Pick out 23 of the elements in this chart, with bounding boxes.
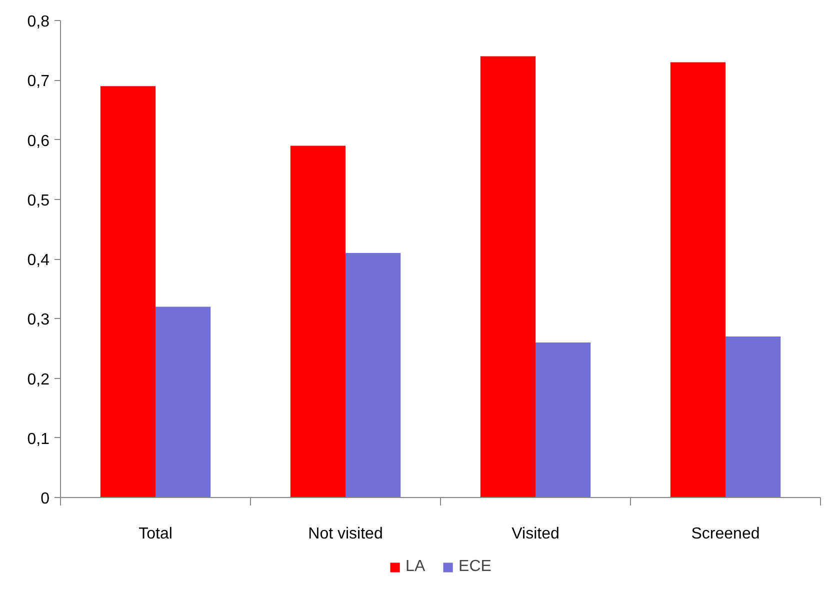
bar <box>670 62 726 498</box>
x-tick-label: Total <box>138 526 172 542</box>
legend-label: LA <box>406 558 426 576</box>
x-tick-label: Screened <box>691 526 760 542</box>
x-tick-label: Not visited <box>308 526 383 542</box>
bar <box>536 342 591 498</box>
y-tick-label: 0,7 <box>27 73 50 90</box>
y-tick-label: 0,6 <box>27 132 50 150</box>
y-tick-label: 0,3 <box>27 312 50 329</box>
y-tick-label: 0,5 <box>27 192 50 210</box>
bar <box>100 86 156 498</box>
bar <box>156 306 211 498</box>
y-tick-label: 0,4 <box>27 252 50 269</box>
bar <box>346 253 401 498</box>
y-tick-label: 0,8 <box>27 14 50 30</box>
bar <box>480 56 536 498</box>
y-tick-label: 0,2 <box>27 371 50 388</box>
y-tick-label: 0,1 <box>27 430 50 448</box>
bar <box>726 336 781 498</box>
legend-label: ECE <box>458 558 492 576</box>
bar <box>290 146 346 498</box>
x-tick-label: Visited <box>512 526 560 542</box>
y-tick-label: 0 <box>40 490 50 508</box>
